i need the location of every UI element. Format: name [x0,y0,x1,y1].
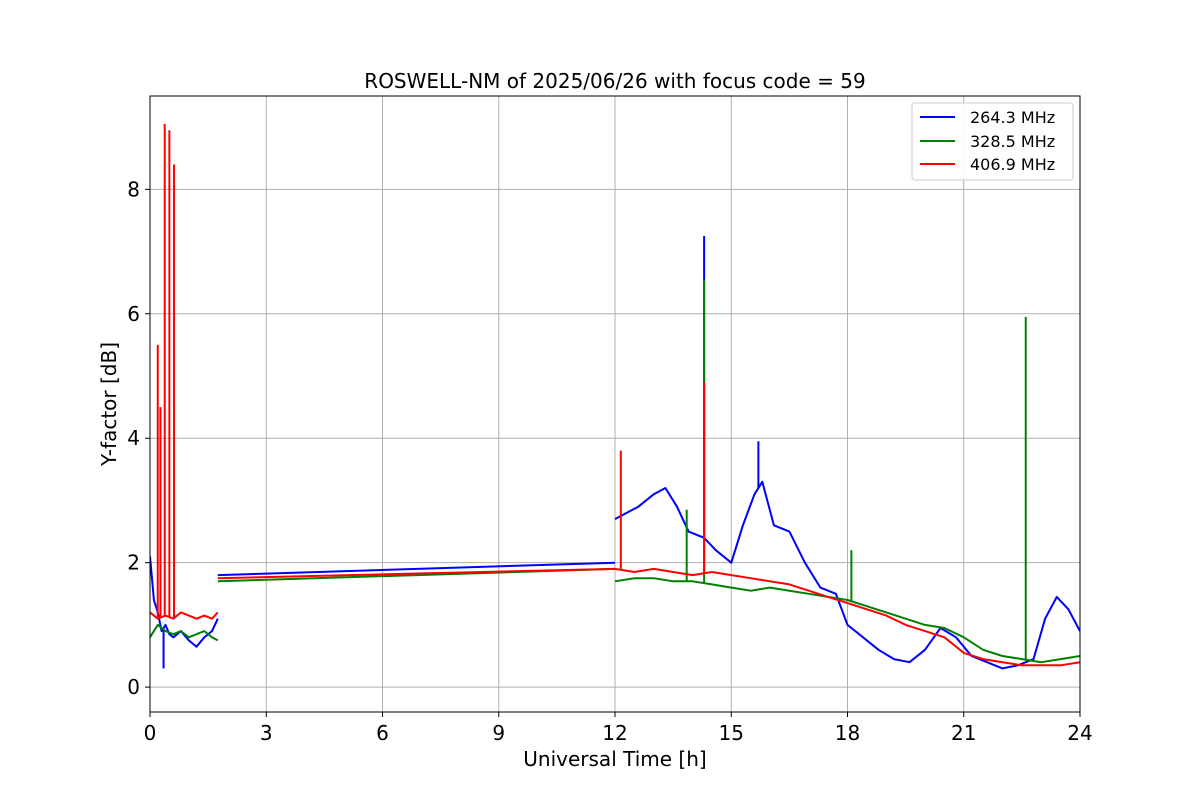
x-tick-label: 3 [260,721,273,745]
x-axis-title: Universal Time [h] [523,747,706,771]
series-line [614,480,1080,670]
y-tick-label: 4 [127,426,140,450]
series-2 [150,124,1080,667]
legend: 264.3 MHz 328.5 MHz 406.9 MHz [911,102,1074,181]
y-tick-label: 6 [127,302,140,326]
y-axis-title: Y-factor [dB] [97,342,121,467]
series-line [217,567,616,580]
x-tick-label: 6 [376,721,389,745]
x-tick-label: 24 [1067,721,1092,745]
series-line [614,577,1080,664]
y-tick-label: 8 [127,177,140,201]
x-tick-label: 9 [492,721,505,745]
legend-label-264: 264.3 MHz [970,108,1055,127]
legend-label-328: 328.5 MHz [970,132,1055,151]
legend-box [911,102,1074,181]
series-line [217,561,616,577]
x-tick-label: 0 [144,721,157,745]
x-tick-label: 15 [719,721,744,745]
series-layer [150,124,1080,670]
x-tick-label: 21 [951,721,976,745]
legend-label-406: 406.9 MHz [970,155,1055,174]
x-tick-label: 18 [835,721,860,745]
series-line [614,567,1080,667]
chart-title: ROSWELL-NM of 2025/06/26 with focus code… [364,69,865,93]
x-tick-label: 12 [602,721,627,745]
y-tick-label: 0 [127,675,140,699]
series-line [150,623,219,642]
series-line [150,611,219,620]
y-tick-label: 2 [127,551,140,575]
